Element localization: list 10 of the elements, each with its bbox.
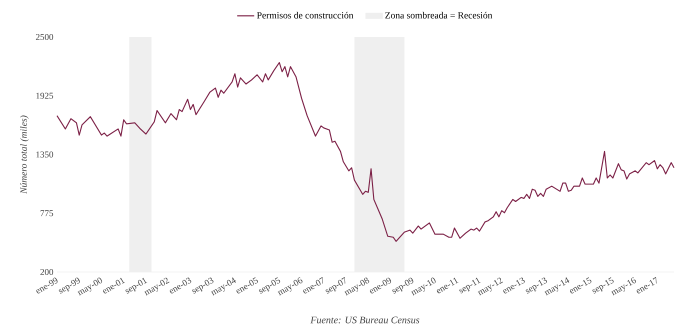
source-note: Fuente: US Bureau Census (310, 316, 420, 324)
y-axis-title: Número total (miles) (20, 116, 29, 194)
legend-label: Permisos de construcción (256, 12, 354, 18)
y-tick-label: 1350 (36, 151, 54, 158)
y-tick-label: 200 (40, 268, 54, 276)
line-series (56, 62, 675, 242)
y-tick-label: 2500 (36, 34, 54, 40)
y-tick-label: 775 (40, 210, 54, 216)
legend-label: Zona sombreada = Recesión (385, 12, 492, 18)
y-tick-label: 1925 (36, 92, 54, 99)
